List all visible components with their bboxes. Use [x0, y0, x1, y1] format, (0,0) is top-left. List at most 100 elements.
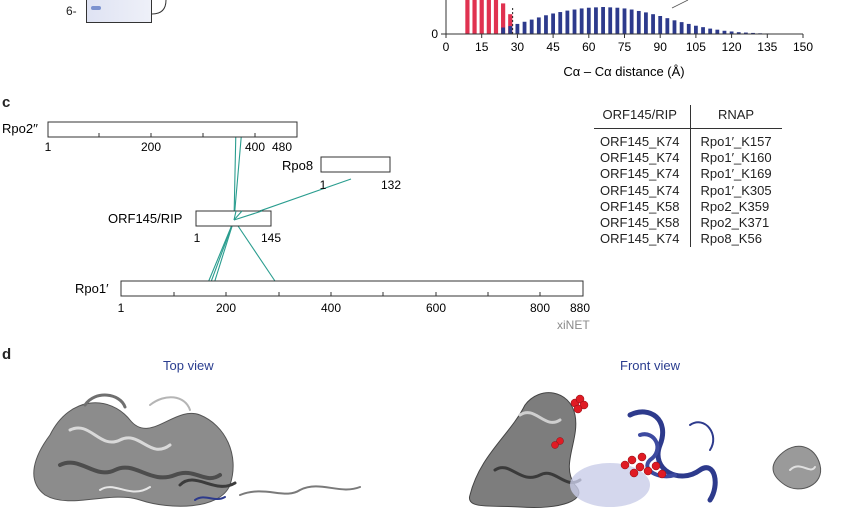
panel-c-letter: c [2, 94, 11, 111]
random-bar [729, 31, 734, 34]
table-row: ORF145_K74 Rpo1′_K305 [594, 182, 782, 199]
top-view-structure [33, 393, 361, 507]
structure-renderings [33, 392, 822, 509]
table-cell: ORF145_K74 [594, 182, 691, 199]
random-bar [644, 12, 648, 34]
table-header-row: ORF145/RIP RNAP [594, 105, 782, 129]
random-bar [601, 7, 605, 34]
orf145-start: 1 [194, 231, 201, 245]
random-bar [586, 7, 591, 35]
random-bar [743, 32, 748, 34]
table-row: ORF145_K74 Rpo1′_K157 [594, 128, 782, 151]
table-row: ORF145_K74 Rpo1′_K160 [594, 150, 782, 167]
protein-bar-rpo2 [47, 121, 298, 138]
x-tick-label: 45 [546, 40, 560, 54]
random-bar [579, 8, 584, 35]
table-row: ORF145_K58 Rpo2_K371 [594, 215, 782, 232]
column-header-orf145: ORF145/RIP [594, 105, 691, 129]
rpo1-tick-800: 800 [530, 301, 550, 315]
random-bar [622, 8, 627, 35]
protein-bar-rpo1 [120, 280, 584, 297]
distance-histogram: 0 0 15 30 45 60 75 90 105 120 135 150 Cα – Cα dist… [431, 0, 813, 79]
x-tick-label: 90 [654, 40, 668, 54]
random-bar [715, 29, 720, 34]
crosslink-line [233, 210, 263, 221]
rpo2-end: 480 [272, 140, 292, 154]
random-bar [751, 32, 755, 34]
rpo1-end: 880 [570, 301, 590, 315]
y-tick-zero: 0 [431, 27, 438, 41]
rpo2-tick-400: 400 [245, 140, 265, 154]
random-bar [501, 27, 506, 34]
random-bar [636, 10, 641, 35]
x-tick-label: 30 [511, 40, 525, 54]
rpo2-tick-200: 200 [141, 140, 161, 154]
random-bar [672, 20, 677, 34]
random-bar [522, 21, 527, 34]
x-tick-label: 15 [475, 40, 489, 54]
rpo2-start: 1 [45, 140, 52, 154]
protein-label-orf145: ORF145/RIP [108, 211, 182, 226]
table-cell: Rpo2_K371 [700, 215, 770, 231]
observed-bar [508, 14, 513, 34]
rpo8-end: 132 [381, 178, 401, 192]
crosslink-line [233, 210, 243, 221]
random-bar [615, 7, 620, 35]
random-bar [651, 14, 655, 34]
random-bar [686, 23, 691, 34]
crosslink-line [233, 125, 237, 221]
random-bar [536, 17, 541, 34]
table-cell: Rpo2_K359 [700, 198, 770, 214]
x-tick-label: 105 [686, 40, 706, 54]
xinet-label: xiNET [557, 318, 590, 332]
rpo8-start: 1 [320, 178, 327, 192]
top-view-label: Top view [163, 358, 214, 373]
protein-label-rpo1: Rpo1′ [75, 281, 109, 296]
front-view-label: Front view [620, 358, 680, 373]
random-bar [694, 25, 698, 34]
observed-bar [501, 3, 506, 35]
random-bar [708, 28, 713, 34]
table-cell: Rpo1′_K160 [700, 150, 772, 166]
table-row: ORF145_K58 Rpo2_K359 [594, 198, 782, 216]
random-bar [608, 7, 613, 34]
xinet-diagram: Rpo2′′ 1 200 400 480 Rpo8 1 132 ORF145/R… [2, 121, 590, 315]
random-bar [529, 19, 534, 34]
panel-d-letter: d [2, 346, 12, 363]
table-cell: Rpo8_K56 [700, 231, 762, 247]
crosslink-line [233, 210, 237, 221]
table-row: ORF145_K74 Rpo8_K56 [594, 231, 782, 248]
observed-bar [486, 0, 491, 34]
rpo1-tick-400: 400 [321, 301, 341, 315]
observed-bar [465, 0, 470, 34]
rpo1-tick-600: 600 [426, 301, 446, 315]
gel-band [91, 6, 101, 10]
table-cell: ORF145_K58 [594, 215, 691, 232]
rpo1-start: 1 [118, 301, 125, 315]
observed-bar [479, 0, 484, 34]
random-bar [544, 15, 548, 35]
x-tick-label: 60 [582, 40, 596, 54]
random-bar [572, 9, 577, 34]
random-bar [515, 23, 520, 34]
random-bar [658, 16, 663, 34]
protein-label-rpo2: Rpo2′′ [2, 121, 39, 136]
random-bar [665, 18, 670, 34]
x-tick-label: 150 [793, 40, 813, 54]
x-axis-label: Cα – Cα distance (Å) [563, 64, 684, 79]
protein-bar-orf145 [195, 210, 272, 227]
random-bar [565, 10, 570, 35]
gel-image [86, 0, 152, 23]
rpo1-tick-200: 200 [216, 301, 236, 315]
random-bar [508, 26, 513, 34]
crosslink-line [233, 219, 282, 291]
x-tick-label: 135 [757, 40, 777, 54]
x-tick-label: 120 [722, 40, 742, 54]
front-view-structure [469, 392, 822, 509]
table-cell: Rpo1′_K169 [700, 166, 772, 182]
random-bar [679, 22, 684, 34]
annotation-line [671, 0, 689, 9]
x-tick-label: 0 [443, 40, 450, 54]
crosslink-table: ORF145/RIP RNAP ORF145_K74 Rpo1′_K157 ORF… [594, 105, 782, 248]
table-cell: Rpo1′_K157 [700, 134, 772, 149]
